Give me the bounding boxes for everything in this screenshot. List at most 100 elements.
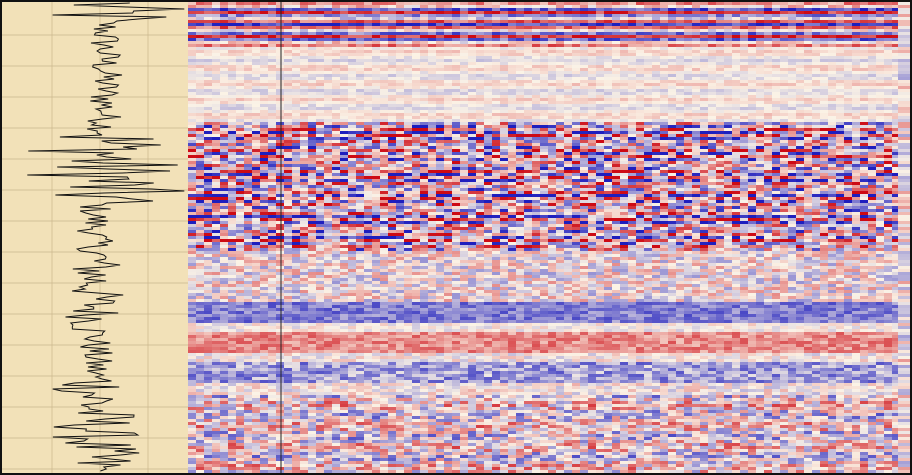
seismic-cell	[732, 104, 740, 107]
seismic-cell	[836, 143, 844, 146]
seismic-cell	[332, 41, 340, 44]
seismic-cell	[876, 140, 884, 143]
seismic-cell	[700, 65, 708, 68]
seismic-cell	[420, 122, 428, 125]
seismic-cell	[836, 98, 844, 101]
seismic-cell	[260, 122, 268, 125]
seismic-cell	[684, 56, 692, 59]
seismic-cell	[308, 50, 316, 53]
seismic-cell	[540, 161, 548, 164]
seismic-cell	[844, 104, 852, 107]
seismic-cell	[884, 8, 892, 11]
seismic-cell	[252, 8, 260, 11]
seismic-cell	[204, 128, 212, 131]
seismic-cell	[380, 86, 388, 89]
seismic-cell	[444, 53, 452, 56]
seismic-cell	[188, 95, 196, 98]
seismic-cell	[284, 77, 292, 80]
seismic-cell	[524, 68, 532, 71]
seismic-cell	[652, 29, 660, 32]
seismic-cell	[420, 17, 428, 20]
seismic-cell	[396, 110, 404, 113]
seismic-cell	[484, 26, 492, 29]
seismic-cell	[700, 134, 708, 137]
seismic-cell	[292, 122, 300, 125]
seismic-cell	[708, 137, 716, 140]
seismic-cell	[364, 152, 372, 155]
seismic-cell	[220, 92, 228, 95]
seismic-cell	[820, 143, 828, 146]
seismic-cell	[852, 113, 860, 116]
seismic-cell	[396, 29, 404, 32]
seismic-cell	[276, 5, 284, 8]
seismic-cell	[780, 116, 788, 119]
seismic-cell	[484, 68, 492, 71]
seismic-cell	[196, 59, 204, 62]
seismic-cell	[268, 161, 276, 164]
seismic-cell	[756, 71, 764, 74]
seismic-cell	[260, 23, 268, 26]
seismic-cell	[340, 23, 348, 26]
seismic-cell	[516, 137, 524, 140]
seismic-cell	[300, 116, 308, 119]
seismic-cell	[372, 11, 380, 14]
seismic-cell	[316, 86, 324, 89]
seismic-cell	[764, 29, 772, 32]
seismic-cell	[596, 38, 604, 41]
seismic-cell	[796, 101, 804, 104]
seismic-cell	[300, 125, 308, 128]
seismic-cell	[612, 128, 620, 131]
seismic-cell	[468, 8, 476, 11]
seismic-cell	[780, 23, 788, 26]
seismic-cell	[372, 134, 380, 137]
seismic-cell	[340, 137, 348, 140]
seismic-cell	[876, 44, 884, 47]
seismic-cell	[596, 74, 604, 77]
seismic-cell	[780, 119, 788, 122]
seismic-cell	[260, 161, 268, 164]
seismic-cell	[836, 11, 844, 14]
page: (() => { const data = JSON.parse(documen…	[0, 0, 912, 475]
seismic-cell	[492, 98, 500, 101]
seismic-cell	[452, 86, 460, 89]
seismic-cell	[628, 89, 636, 92]
seismic-cell	[540, 32, 548, 35]
seismic-cell	[444, 119, 452, 122]
seismic-cell	[460, 44, 468, 47]
seismic-cell	[620, 44, 628, 47]
seismic-cell	[676, 98, 684, 101]
seismic-cell	[356, 89, 364, 92]
seismic-cell	[380, 20, 388, 23]
seismic-cell	[636, 134, 644, 137]
seismic-cell	[724, 149, 732, 152]
seismic-cell	[620, 50, 628, 53]
seismic-cell	[716, 164, 724, 167]
seismic-cell	[836, 137, 844, 140]
seismic-cell	[476, 47, 484, 50]
seismic-cell	[420, 155, 428, 158]
seismic-cell	[556, 59, 564, 62]
seismic-cell	[636, 128, 644, 131]
seismic-cell	[868, 149, 876, 152]
seismic-cell	[340, 20, 348, 23]
seismic-cell	[372, 125, 380, 128]
seismic-cell	[228, 2, 236, 5]
seismic-cell	[388, 50, 396, 53]
seismic-cell	[684, 137, 692, 140]
seismic-cell	[468, 62, 476, 65]
seismic-cell	[300, 8, 308, 11]
seismic-cell	[212, 77, 220, 80]
seismic-cell	[652, 113, 660, 116]
seismic-cell	[540, 155, 548, 158]
seismic-cell	[780, 107, 788, 110]
seismic-cell	[244, 149, 252, 152]
seismic-cell	[580, 17, 588, 20]
seismic-cell	[676, 164, 684, 167]
seismic-cell	[812, 65, 820, 68]
seismic-cell	[884, 155, 892, 158]
seismic-cell	[324, 59, 332, 62]
seismic-cell	[212, 110, 220, 113]
seismic-cell	[836, 104, 844, 107]
seismic-cell	[212, 35, 220, 38]
seismic-cell	[764, 71, 772, 74]
